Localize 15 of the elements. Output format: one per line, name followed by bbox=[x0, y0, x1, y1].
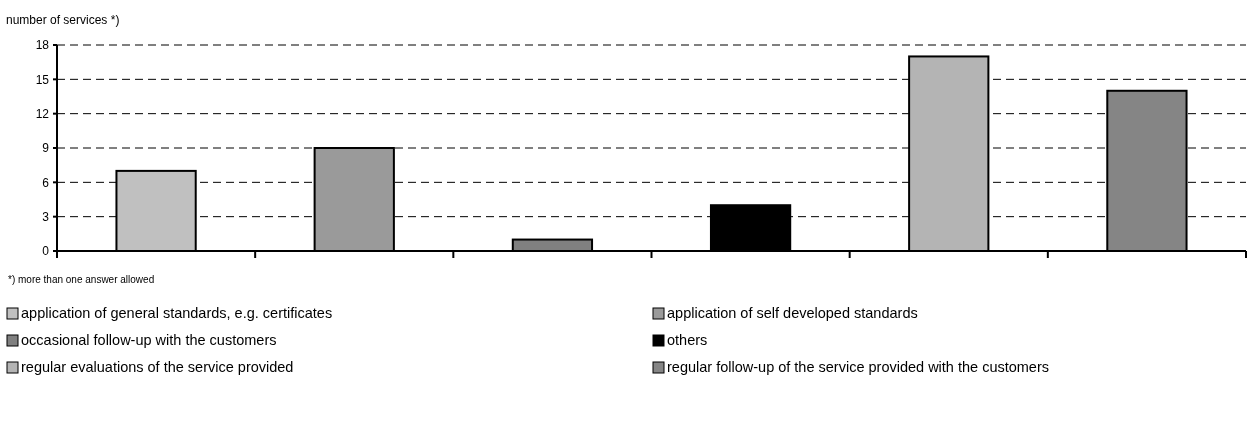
text: *) more than one answer allowed bbox=[8, 274, 155, 285]
legend-label: regular evaluations of the service provided bbox=[21, 359, 294, 375]
legend-label: application of general standards, e.g. certificates bbox=[21, 305, 333, 321]
y-tick-label: 12 bbox=[35, 106, 50, 121]
legend-label: regular follow-up of the service provided with the customers bbox=[667, 359, 1050, 375]
y-tick-label: 6 bbox=[42, 175, 50, 190]
legend-label: others bbox=[667, 332, 708, 348]
y-tick-label: 3 bbox=[42, 209, 50, 224]
y-axis-title: number of services *) bbox=[6, 13, 120, 27]
legend-label: application of self developed standards bbox=[667, 305, 918, 321]
y-tick-label: 18 bbox=[35, 38, 50, 53]
legend-label: occasional follow-up with the customers bbox=[21, 332, 277, 348]
y-tick-label: 15 bbox=[35, 72, 50, 87]
y-tick-label: 0 bbox=[42, 244, 50, 259]
y-tick-label: 9 bbox=[42, 141, 50, 156]
